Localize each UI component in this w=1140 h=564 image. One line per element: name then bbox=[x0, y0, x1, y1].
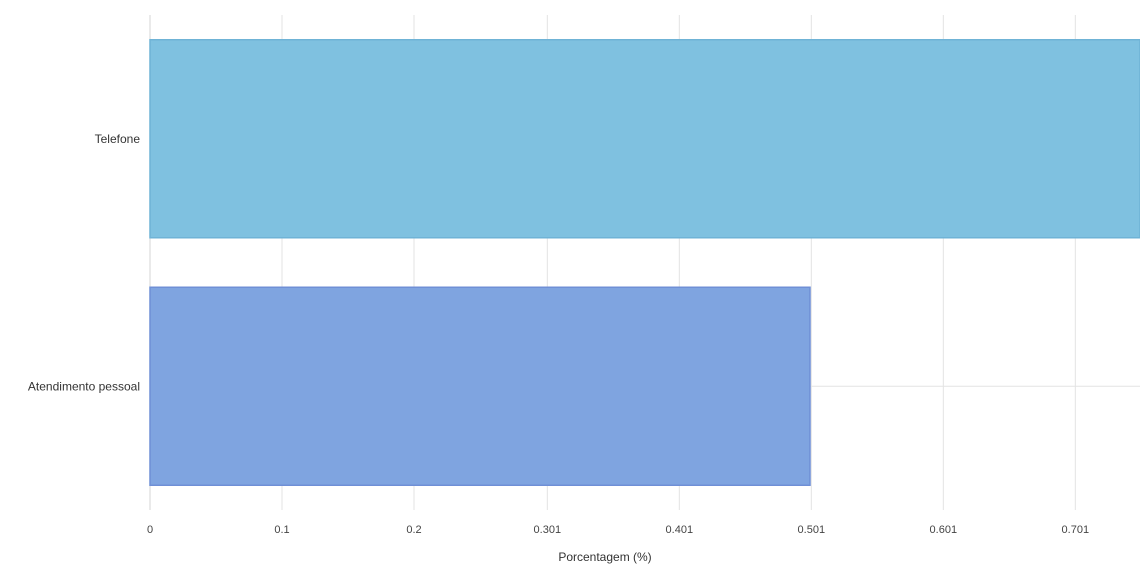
bar-telefone bbox=[149, 39, 1140, 239]
x-axis-title: Porcentagem (%) bbox=[558, 550, 651, 564]
x-tick-label: 0.401 bbox=[666, 524, 694, 536]
category-label: Atendimento pessoal bbox=[28, 379, 140, 393]
bars bbox=[149, 39, 1140, 486]
x-tick-label: 0.701 bbox=[1062, 524, 1090, 536]
x-tick-label: 0.501 bbox=[798, 524, 826, 536]
bar-atendimento-pessoal bbox=[149, 286, 811, 486]
x-tick-label: 0 bbox=[147, 524, 153, 536]
x-tick-labels: 0 0.1 0.2 0.301 0.401 0.501 0.601 0.701 bbox=[147, 524, 1089, 536]
category-labels: Telefone Atendimento pessoal bbox=[28, 132, 140, 394]
x-tick-label: 0.1 bbox=[274, 524, 289, 536]
x-tick-label: 0.301 bbox=[534, 524, 562, 536]
x-tick-label: 0.601 bbox=[930, 524, 958, 536]
x-tick-label: 0.2 bbox=[406, 524, 421, 536]
category-label: Telefone bbox=[95, 132, 141, 146]
